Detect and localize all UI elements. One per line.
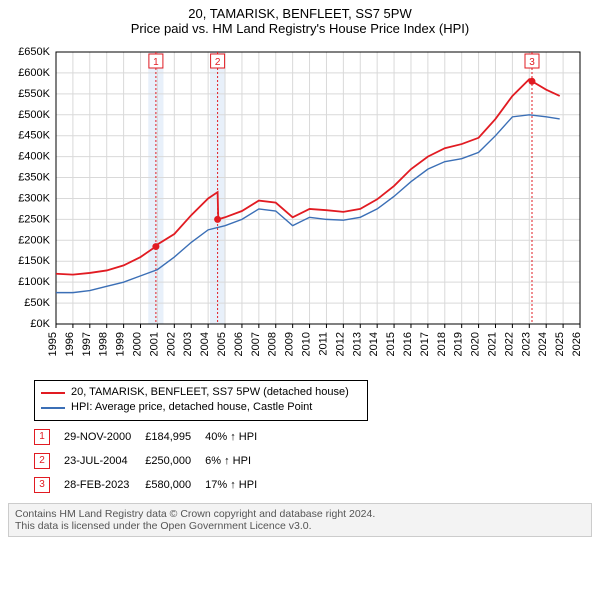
svg-text:1998: 1998 — [98, 332, 110, 356]
svg-text:£200K: £200K — [18, 234, 50, 246]
svg-text:2000: 2000 — [132, 332, 144, 356]
event-date: 29-NOV-2000 — [64, 425, 145, 449]
page-title: 20, TAMARISK, BENFLEET, SS7 5PW — [8, 6, 592, 21]
svg-text:2024: 2024 — [537, 332, 549, 356]
svg-text:1999: 1999 — [115, 332, 127, 356]
svg-text:2: 2 — [215, 57, 221, 68]
legend-item: 20, TAMARISK, BENFLEET, SS7 5PW (detache… — [41, 385, 361, 400]
svg-text:£400K: £400K — [18, 151, 50, 163]
svg-text:2003: 2003 — [182, 332, 194, 356]
event-row: 2 23-JUL-2004£250,0006% ↑ HPI — [34, 449, 271, 473]
svg-text:2011: 2011 — [317, 332, 329, 356]
svg-text:1995: 1995 — [47, 332, 59, 356]
svg-text:2025: 2025 — [554, 332, 566, 356]
event-row: 1 29-NOV-2000£184,99540% ↑ HPI — [34, 425, 271, 449]
svg-text:2023: 2023 — [520, 332, 532, 356]
svg-text:2026: 2026 — [571, 332, 583, 356]
footer-attribution: Contains HM Land Registry data © Crown c… — [8, 503, 592, 537]
svg-text:2002: 2002 — [165, 332, 177, 356]
svg-text:2021: 2021 — [486, 332, 498, 356]
svg-text:2007: 2007 — [250, 332, 262, 356]
svg-text:£600K: £600K — [18, 67, 50, 79]
legend-swatch — [41, 407, 65, 409]
svg-text:£100K: £100K — [18, 276, 50, 288]
svg-text:£250K: £250K — [18, 213, 50, 225]
legend-label: HPI: Average price, detached house, Cast… — [71, 400, 312, 415]
events-table: 1 29-NOV-2000£184,99540% ↑ HPI 2 23-JUL-200… — [34, 425, 271, 497]
svg-text:2001: 2001 — [148, 332, 160, 356]
svg-text:2012: 2012 — [334, 332, 346, 356]
legend: 20, TAMARISK, BENFLEET, SS7 5PW (detache… — [34, 380, 368, 421]
svg-text:2020: 2020 — [470, 332, 482, 356]
svg-text:£350K: £350K — [18, 172, 50, 184]
svg-text:1997: 1997 — [81, 332, 93, 356]
event-pct: 17% ↑ HPI — [205, 473, 271, 497]
event-marker: 1 — [34, 429, 50, 445]
svg-text:£550K: £550K — [18, 88, 50, 100]
svg-text:1996: 1996 — [64, 332, 76, 356]
event-marker: 2 — [34, 453, 50, 469]
event-date: 28-FEB-2023 — [64, 473, 145, 497]
event-pct: 40% ↑ HPI — [205, 425, 271, 449]
svg-text:£0K: £0K — [30, 318, 50, 330]
svg-text:1: 1 — [153, 57, 159, 68]
event-price: £250,000 — [145, 449, 205, 473]
svg-text:2006: 2006 — [233, 332, 245, 356]
svg-text:£50K: £50K — [24, 297, 50, 309]
event-price: £184,995 — [145, 425, 205, 449]
price-chart: £0K £50K £100K £150K £200K £250K £300K £350K £40… — [8, 42, 592, 372]
event-row: 3 28-FEB-2023£580,00017% ↑ HPI — [34, 473, 271, 497]
svg-text:£450K: £450K — [18, 130, 50, 142]
svg-text:£150K: £150K — [18, 255, 50, 267]
svg-text:2010: 2010 — [301, 332, 313, 356]
svg-text:2005: 2005 — [216, 332, 228, 356]
svg-text:£650K: £650K — [18, 46, 50, 58]
legend-swatch — [41, 392, 65, 394]
svg-text:2022: 2022 — [503, 332, 515, 356]
svg-text:3: 3 — [529, 57, 535, 68]
svg-text:2008: 2008 — [267, 332, 279, 356]
svg-text:2014: 2014 — [368, 332, 380, 356]
svg-text:2004: 2004 — [199, 332, 211, 356]
footer-line: This data is licensed under the Open Gov… — [15, 520, 585, 532]
footer-line: Contains HM Land Registry data © Crown c… — [15, 508, 585, 520]
legend-item: HPI: Average price, detached house, Cast… — [41, 400, 361, 415]
svg-text:2015: 2015 — [385, 332, 397, 356]
svg-text:2018: 2018 — [436, 332, 448, 356]
event-marker: 3 — [34, 477, 50, 493]
event-price: £580,000 — [145, 473, 205, 497]
legend-label: 20, TAMARISK, BENFLEET, SS7 5PW (detache… — [71, 385, 349, 400]
svg-text:2013: 2013 — [351, 332, 363, 356]
event-date: 23-JUL-2004 — [64, 449, 145, 473]
svg-text:£500K: £500K — [18, 109, 50, 121]
svg-text:2019: 2019 — [453, 332, 465, 356]
svg-text:2009: 2009 — [284, 332, 296, 356]
svg-text:2016: 2016 — [402, 332, 414, 356]
event-pct: 6% ↑ HPI — [205, 449, 271, 473]
page-subtitle: Price paid vs. HM Land Registry's House … — [8, 21, 592, 36]
svg-text:2017: 2017 — [419, 332, 431, 356]
svg-text:£300K: £300K — [18, 192, 50, 204]
